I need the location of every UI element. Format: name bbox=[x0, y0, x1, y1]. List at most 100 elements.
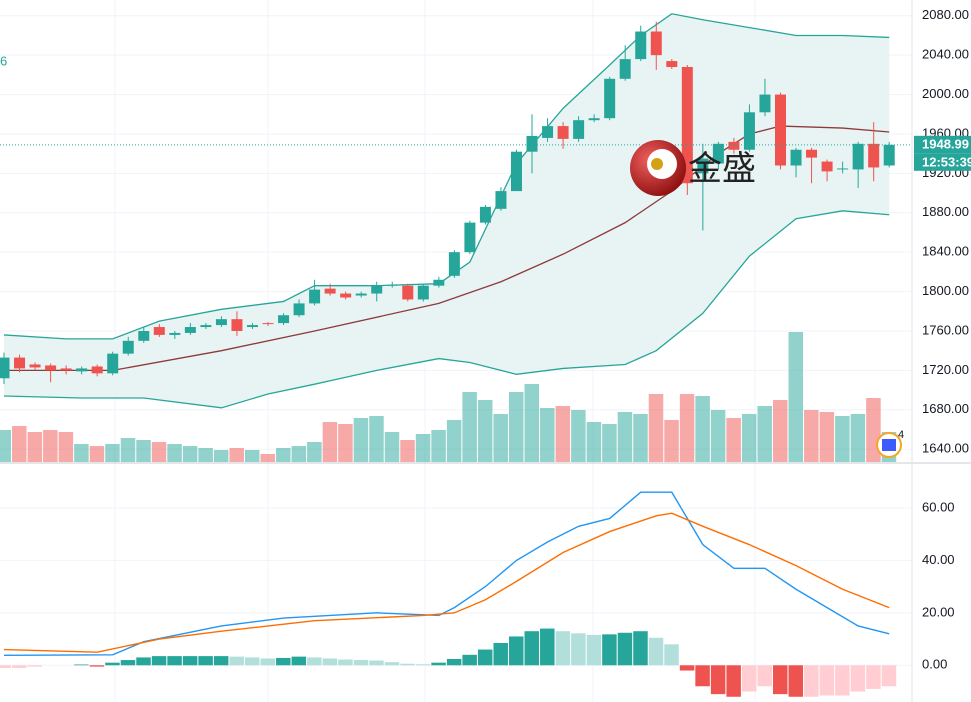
candle-body bbox=[200, 325, 212, 328]
event-icon: 4 bbox=[876, 429, 904, 458]
histogram-bar bbox=[633, 631, 648, 666]
candle-body bbox=[743, 112, 755, 150]
volume-bar bbox=[726, 418, 741, 462]
candle-body bbox=[479, 206, 491, 223]
volume-bar bbox=[493, 414, 508, 462]
volume-bar bbox=[695, 396, 710, 462]
histogram-bar bbox=[322, 658, 338, 666]
logo-dot bbox=[651, 158, 663, 170]
candle-body bbox=[122, 340, 134, 354]
histogram-bar bbox=[850, 665, 866, 692]
volume-bar bbox=[151, 442, 167, 462]
histogram-bar bbox=[866, 665, 881, 689]
candle-body bbox=[775, 94, 786, 166]
histogram-bar bbox=[617, 632, 633, 666]
band-line bbox=[3, 13, 890, 340]
candle-body bbox=[806, 149, 818, 158]
candle-body bbox=[293, 303, 305, 316]
candle-body bbox=[60, 368, 72, 371]
indicator-label: 6 bbox=[0, 53, 7, 68]
histogram-bar bbox=[27, 665, 43, 667]
histogram-bar bbox=[695, 665, 710, 687]
volume-bar bbox=[431, 430, 446, 462]
histogram-bar bbox=[12, 665, 27, 668]
histogram-bar bbox=[369, 660, 384, 666]
last-price-tag bbox=[914, 135, 971, 154]
candle-body bbox=[852, 143, 864, 170]
histogram-bar bbox=[664, 644, 679, 666]
candle-body bbox=[650, 31, 662, 56]
event-count: 4 bbox=[898, 429, 904, 441]
candle-body bbox=[246, 325, 258, 328]
candle-body bbox=[45, 365, 57, 371]
volume-bar bbox=[586, 422, 602, 462]
candle-body bbox=[324, 288, 336, 294]
histogram-bar bbox=[338, 659, 353, 666]
candle-body bbox=[526, 135, 538, 152]
histogram-bar bbox=[244, 657, 260, 666]
volume-bar bbox=[400, 440, 415, 462]
y-tick-label: 2080.00 bbox=[922, 7, 969, 22]
candle-body bbox=[91, 366, 103, 374]
histogram-bar bbox=[835, 665, 850, 696]
volume-bar bbox=[229, 448, 244, 462]
watermark: 金盛 bbox=[688, 150, 756, 188]
volume-bar bbox=[167, 444, 182, 462]
countdown-label: 12:53:39 bbox=[922, 154, 971, 169]
candle-body bbox=[14, 357, 26, 369]
volume-bar bbox=[508, 392, 524, 462]
candle-body bbox=[635, 31, 647, 60]
volume-bar bbox=[540, 408, 555, 462]
candle-body bbox=[169, 332, 181, 335]
volume-bar bbox=[773, 400, 788, 462]
volume-bar bbox=[244, 450, 260, 462]
histogram-bar bbox=[741, 665, 757, 692]
macd-line bbox=[3, 491, 890, 657]
candle-body bbox=[355, 293, 367, 296]
volume-bar bbox=[477, 400, 493, 462]
candle-body bbox=[712, 143, 724, 164]
histogram-bar bbox=[307, 657, 322, 666]
histogram-bar bbox=[431, 662, 446, 666]
histogram-bar bbox=[602, 634, 617, 666]
histogram-bar bbox=[229, 656, 244, 666]
volume-bar bbox=[291, 446, 307, 462]
histogram-bar bbox=[105, 662, 120, 666]
histogram-bar bbox=[446, 658, 462, 666]
histogram-bar bbox=[415, 664, 431, 666]
candle-body bbox=[604, 78, 616, 119]
histogram-bar bbox=[120, 660, 136, 666]
candle-body bbox=[215, 319, 227, 326]
volume-bar bbox=[571, 410, 586, 462]
histogram-bar bbox=[726, 665, 741, 697]
volume-bar bbox=[182, 446, 198, 462]
histogram-bar bbox=[773, 665, 788, 695]
histogram-bar bbox=[881, 665, 897, 687]
histogram-bar bbox=[493, 643, 508, 666]
histogram-bar bbox=[213, 656, 229, 666]
histogram-bar bbox=[477, 649, 493, 666]
volume-bar bbox=[415, 434, 431, 462]
volume-bar bbox=[679, 394, 695, 462]
volume-bar bbox=[353, 418, 369, 462]
histogram-bar bbox=[136, 657, 151, 666]
histogram-bar bbox=[353, 660, 369, 666]
volume-bar bbox=[524, 384, 540, 462]
histogram-bar bbox=[710, 665, 726, 695]
histogram-bar bbox=[198, 656, 213, 666]
event-flag bbox=[882, 439, 896, 451]
histogram-bar bbox=[276, 657, 291, 666]
y-tick-label: 1840.00 bbox=[922, 244, 969, 259]
candle-body bbox=[76, 368, 88, 372]
band-line bbox=[3, 210, 890, 409]
histogram-bar bbox=[586, 634, 602, 666]
volume-bar bbox=[757, 406, 772, 462]
volume-bar bbox=[369, 416, 384, 462]
candle-body bbox=[340, 293, 352, 298]
y-tick-label: 1880.00 bbox=[922, 204, 969, 219]
volume-bar bbox=[788, 332, 804, 462]
volume-bar bbox=[648, 394, 664, 462]
volume-bar bbox=[58, 432, 74, 462]
volume-bar bbox=[12, 426, 27, 462]
